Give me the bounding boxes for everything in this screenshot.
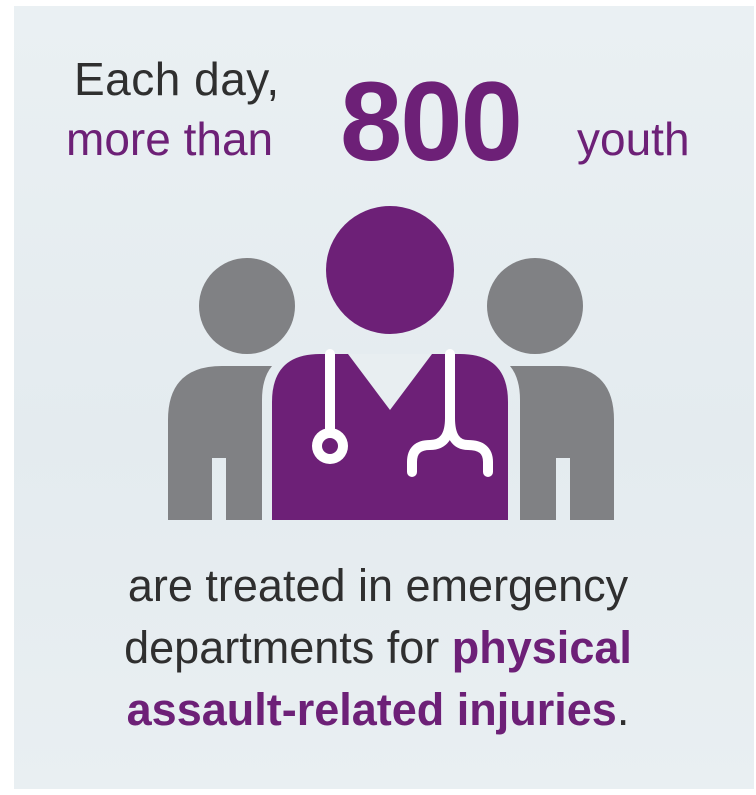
stethoscope-icon <box>325 349 493 477</box>
headline-suffix: youth <box>577 113 690 165</box>
body-line2-plain: departments for <box>124 622 452 673</box>
left-person-icon <box>168 258 295 520</box>
body-line1: are treated in emergency <box>127 560 629 611</box>
doctor-with-two-people-icon <box>168 206 614 520</box>
body-text: are treated in emergency departments for… <box>0 555 756 741</box>
body-line3: assault-related injuries. <box>0 679 756 741</box>
body-line3-end: . <box>616 684 630 735</box>
headline: Each day, more than 800 youth <box>0 0 756 190</box>
body-line3-emphasis: assault-related injuries <box>126 684 617 735</box>
body-line2: departments for physical <box>0 617 756 679</box>
right-person-icon <box>487 258 614 520</box>
body-line2-emphasis: physical <box>451 622 632 673</box>
doctor-icon <box>272 206 508 520</box>
headline-prefix: more than <box>66 113 274 165</box>
headline-number: 800 <box>340 59 523 184</box>
headline-line1: Each day, <box>74 53 280 105</box>
